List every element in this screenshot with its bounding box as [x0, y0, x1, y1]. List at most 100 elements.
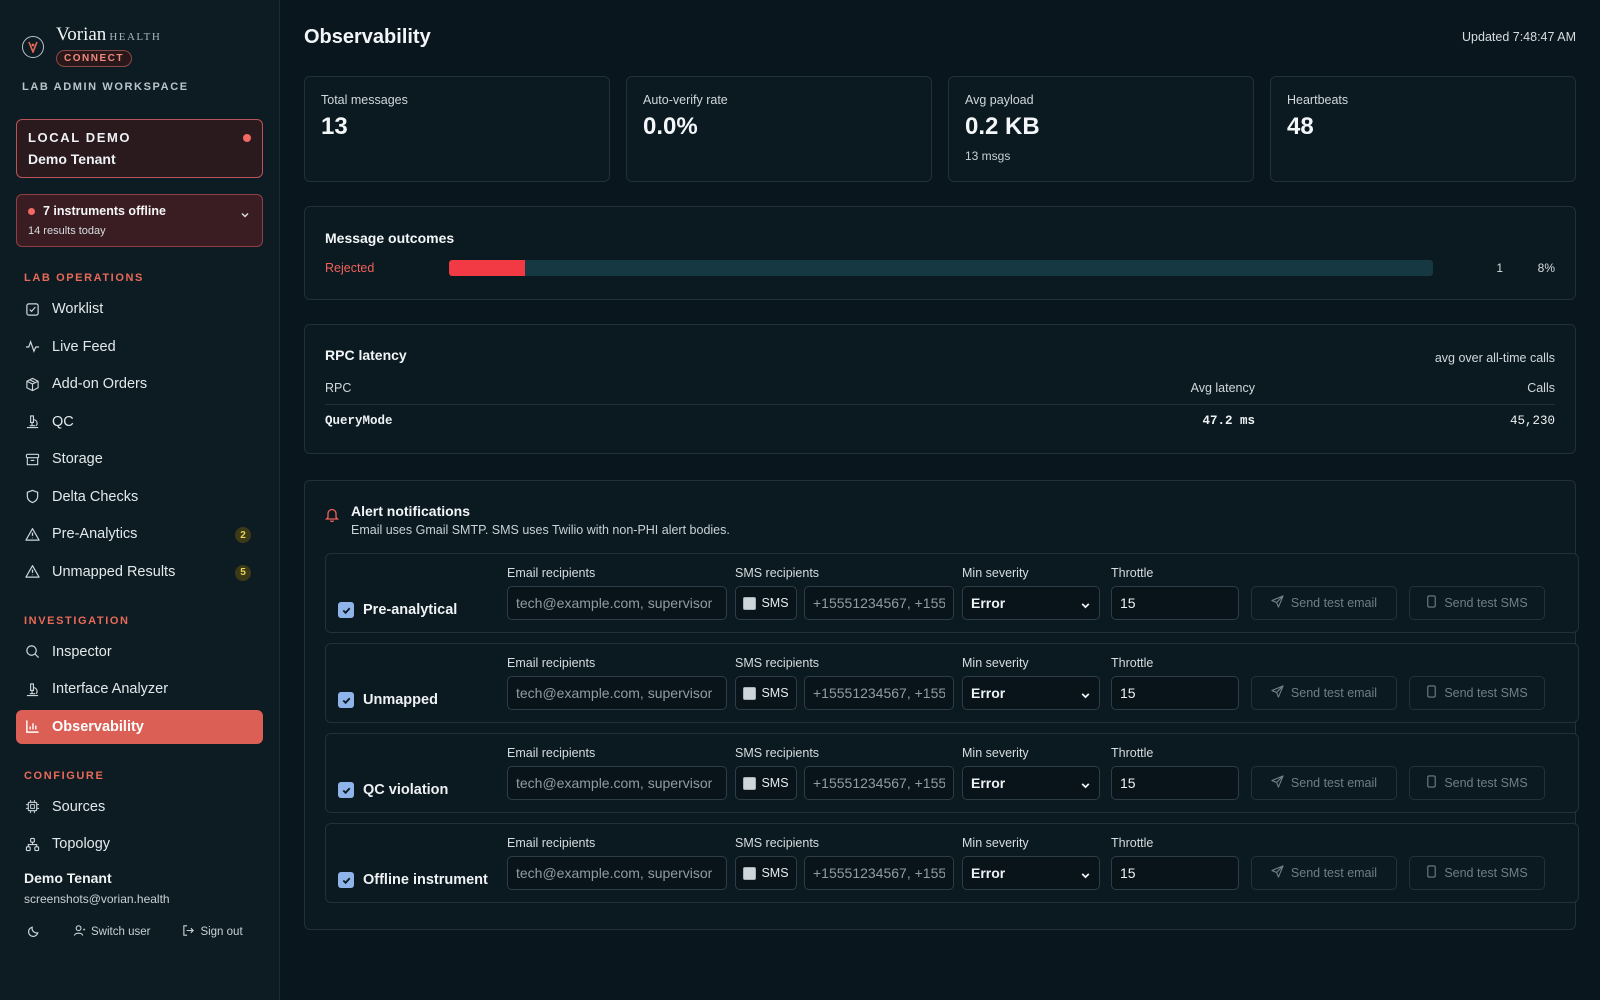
send-icon [1271, 595, 1284, 611]
severity-value: Error [971, 865, 1006, 881]
min-severity-select[interactable]: Error [962, 676, 1100, 710]
rule-enabled-checkbox[interactable]: Pre-analytical [338, 602, 457, 618]
sms-recipients-input[interactable] [804, 676, 954, 710]
send-test-sms-label: Send test SMS [1444, 596, 1528, 610]
connect-badge: CONNECT [56, 50, 132, 67]
theme-toggle[interactable] [27, 924, 41, 940]
checkbox-icon [24, 301, 40, 317]
rule-enabled-checkbox[interactable]: Unmapped [338, 692, 438, 708]
sidebar-item-delta-checks[interactable]: Delta Checks [16, 480, 263, 514]
min-severity-select[interactable]: Error [962, 766, 1100, 800]
email-recipients-label: Email recipients [507, 746, 596, 760]
sms-recipients-input[interactable] [804, 586, 954, 620]
vorian-logo-icon [22, 36, 44, 58]
email-recipients-input[interactable] [507, 676, 727, 710]
sms-enable-checkbox[interactable]: SMS [735, 586, 797, 620]
send-test-sms-button[interactable]: Send test SMS [1409, 586, 1545, 620]
sms-recipients-input[interactable] [804, 766, 954, 800]
network-icon [24, 836, 40, 852]
brand-sub: HEALTH [109, 31, 162, 43]
outcome-label: Rejected [325, 261, 375, 275]
throttle-input[interactable] [1111, 676, 1239, 710]
stat-value: 0.2 KB [965, 113, 1040, 140]
sidebar-item-sources[interactable]: Sources [16, 790, 263, 824]
send-test-sms-button[interactable]: Send test SMS [1409, 766, 1545, 800]
stat-card-total-messages: Total messages 13 [304, 76, 610, 182]
send-test-sms-label: Send test SMS [1444, 776, 1528, 790]
send-test-sms-button[interactable]: Send test SMS [1409, 856, 1545, 890]
count-badge: 2 [235, 527, 251, 543]
alert-notifications-panel: Alert notifications Email uses Gmail SMT… [304, 480, 1579, 930]
email-recipients-label: Email recipients [507, 836, 596, 850]
tenant-switcher[interactable]: LOCAL DEMO Demo Tenant [16, 119, 263, 178]
switch-user-button[interactable]: Switch user [73, 924, 150, 940]
throttle-input[interactable] [1111, 856, 1239, 890]
sidebar-item-label: Sources [52, 798, 106, 815]
send-icon [1271, 865, 1284, 881]
sidebar-item-inspector[interactable]: Inspector [16, 635, 263, 669]
chevron-down-icon[interactable] [240, 207, 250, 225]
alert-rule-unmapped: Unmapped Email recipients SMS recipients Mi… [325, 643, 1579, 723]
stat-card-heartbeats: Heartbeats 48 [1270, 76, 1576, 182]
sidebar-item-label: Inspector [52, 643, 112, 660]
rpc-calls: 45,230 [1509, 414, 1555, 428]
rpc-latency-panel: RPC latency avg over all-time calls RPC … [304, 324, 1576, 454]
throttle-label: Throttle [1111, 836, 1154, 850]
send-test-email-button[interactable]: Send test email [1251, 766, 1397, 800]
sms-recipients-input[interactable] [804, 856, 954, 890]
sidebar-item-label: Delta Checks [52, 488, 139, 505]
sidebar-item-observability[interactable]: Observability [16, 709, 263, 744]
throttle-input[interactable] [1111, 586, 1239, 620]
warning-icon [24, 564, 40, 580]
sms-enable-checkbox[interactable]: SMS [735, 856, 797, 890]
col-avg-latency: Avg latency [1190, 381, 1255, 395]
nav-section-lab-operations: LAB OPERATIONS [24, 272, 144, 284]
checkmark-icon [338, 872, 354, 888]
send-test-sms-label: Send test SMS [1444, 866, 1528, 880]
logout-icon [182, 924, 195, 940]
count-badge: 5 [235, 564, 251, 581]
min-severity-select[interactable]: Error [962, 856, 1100, 890]
checkmark-icon [338, 782, 354, 798]
sms-toggle-label: SMS [761, 776, 789, 790]
sidebar-item-live-feed[interactable]: Live Feed [16, 330, 263, 364]
stat-value: 13 [321, 113, 348, 140]
send-test-sms-button[interactable]: Send test SMS [1409, 676, 1545, 710]
user-actions: Switch user Sign out [27, 924, 275, 940]
sidebar-item-add-on-orders[interactable]: Add-on Orders [16, 367, 263, 401]
sidebar-item-pre-analytics[interactable]: Pre-Analytics 2 [16, 517, 263, 551]
email-recipients-label: Email recipients [507, 656, 596, 670]
sidebar-item-qc[interactable]: QC [16, 405, 263, 439]
tenant-name: Demo Tenant [28, 151, 116, 167]
sidebar-item-unmapped-results[interactable]: Unmapped Results 5 [16, 555, 263, 589]
stat-value: 48 [1287, 113, 1314, 140]
throttle-label: Throttle [1111, 746, 1154, 760]
email-recipients-label: Email recipients [507, 566, 596, 580]
send-test-email-button[interactable]: Send test email [1251, 856, 1397, 890]
email-recipients-input[interactable] [507, 766, 727, 800]
rule-enabled-checkbox[interactable]: QC violation [338, 782, 448, 798]
sms-enable-checkbox[interactable]: SMS [735, 766, 797, 800]
send-test-email-button[interactable]: Send test email [1251, 676, 1397, 710]
sms-enable-checkbox[interactable]: SMS [735, 676, 797, 710]
throttle-input[interactable] [1111, 766, 1239, 800]
min-severity-select[interactable]: Error [962, 586, 1100, 620]
sidebar-item-label: QC [52, 413, 74, 430]
sidebar-item-interface-analyzer[interactable]: Interface Analyzer [16, 672, 263, 706]
archive-icon [24, 451, 40, 467]
sidebar-item-storage[interactable]: Storage [16, 442, 263, 476]
sidebar-item-worklist[interactable]: Worklist [16, 292, 263, 326]
offline-instruments-card[interactable]: 7 instruments offline 14 results today [16, 194, 263, 247]
stat-label: Total messages [321, 93, 408, 107]
send-test-email-button[interactable]: Send test email [1251, 586, 1397, 620]
sign-out-button[interactable]: Sign out [182, 924, 243, 940]
sms-recipients-label: SMS recipients [735, 656, 820, 670]
sidebar-item-label: Observability [52, 718, 144, 735]
checkmark-icon [338, 692, 354, 708]
email-recipients-input[interactable] [507, 586, 727, 620]
email-recipients-input[interactable] [507, 856, 727, 890]
sidebar-item-topology[interactable]: Topology [16, 827, 263, 861]
stat-label: Auto-verify rate [643, 93, 728, 107]
sms-recipients-label: SMS recipients [735, 566, 820, 580]
rule-enabled-checkbox[interactable]: Offline instrument [338, 872, 488, 888]
